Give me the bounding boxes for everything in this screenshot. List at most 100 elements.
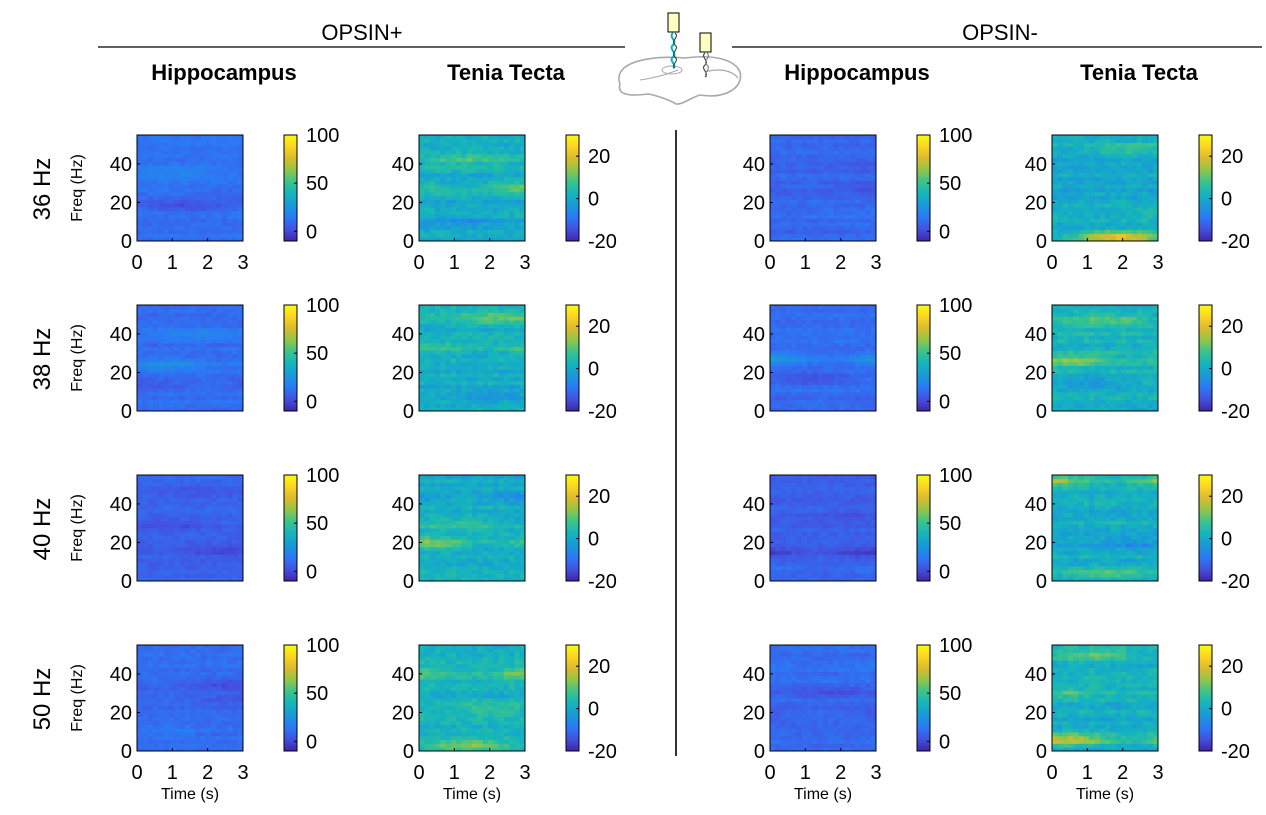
heatmap-cell — [450, 165, 457, 170]
heatmap-cell — [1110, 342, 1116, 348]
heatmap-cell — [1115, 354, 1122, 359]
heatmap-cell — [1089, 365, 1095, 370]
heatmap-cell — [838, 316, 845, 321]
heatmap-cell — [1136, 358, 1143, 363]
heatmap-cell — [482, 331, 489, 336]
heatmap-cell — [152, 222, 159, 227]
heatmap-cell — [158, 535, 164, 540]
heatmap-cell — [1142, 214, 1148, 219]
heatmap-cell — [514, 358, 521, 363]
heatmap-cell — [1062, 365, 1069, 370]
heatmap-cell — [211, 535, 217, 540]
heatmap-cell — [519, 233, 526, 238]
heatmap-cell — [168, 210, 175, 215]
heatmap-cell — [445, 308, 452, 313]
heatmap-cell — [838, 335, 845, 340]
heatmap-cell — [1105, 320, 1111, 325]
heatmap-cell — [434, 218, 441, 223]
heatmap-cell — [211, 146, 217, 151]
heatmap-cell — [195, 573, 201, 578]
heatmap-cell — [163, 308, 170, 313]
heatmap-cell — [801, 376, 808, 382]
heatmap-cell — [440, 157, 446, 162]
heatmap-cell — [487, 225, 494, 231]
heatmap-cell — [419, 323, 425, 329]
heatmap-cell — [1120, 195, 1127, 200]
heatmap-cell — [184, 531, 191, 536]
heatmap-cell — [1136, 392, 1143, 397]
heatmap-cell — [456, 229, 462, 234]
heatmap-cell — [137, 358, 143, 363]
heatmap-cell — [1126, 395, 1132, 401]
heatmap-cell — [440, 346, 446, 351]
heatmap-cell — [1136, 331, 1143, 336]
heatmap-cell — [466, 339, 473, 344]
heatmap-cell — [477, 172, 483, 178]
heatmap-cell — [152, 376, 159, 382]
heatmap-cell — [870, 222, 877, 227]
heatmap-cell — [211, 342, 217, 348]
heatmap-cell — [1115, 392, 1122, 397]
heatmap-cell — [1131, 169, 1138, 174]
heatmap-cell — [163, 543, 170, 548]
heatmap-cell — [221, 531, 228, 536]
heatmap-cell — [807, 210, 813, 215]
heatmap-cell — [221, 305, 228, 310]
heatmap-cell — [142, 369, 148, 374]
heatmap-cell — [498, 399, 505, 404]
heatmap-cell — [477, 233, 483, 238]
colorbar-tick-label: 100 — [939, 125, 972, 147]
heatmap-cell — [152, 392, 159, 397]
heatmap-cell — [168, 524, 175, 529]
heatmap-cell — [1083, 335, 1090, 340]
heatmap-cell — [440, 161, 446, 166]
heatmap-cell — [1073, 403, 1079, 408]
heatmap-cell — [828, 323, 834, 329]
heatmap-cell — [503, 161, 510, 166]
heatmap-cell — [1083, 146, 1090, 151]
heatmap-cell — [775, 135, 781, 140]
x-tick-label: 1 — [167, 252, 178, 274]
heatmap-cell — [168, 531, 175, 536]
heatmap-cell — [179, 546, 186, 552]
heatmap-cell — [1073, 358, 1079, 363]
heatmap-cell — [1094, 206, 1101, 212]
heatmap-cell — [137, 354, 143, 359]
heatmap-cell — [791, 218, 797, 223]
heatmap-cell — [770, 176, 776, 181]
heatmap-cell — [487, 146, 494, 151]
heatmap-cell — [429, 335, 436, 340]
heatmap-cell — [817, 229, 824, 234]
heatmap-cell — [1052, 138, 1058, 143]
heatmap-cell — [174, 388, 180, 393]
heatmap-cell — [147, 395, 154, 401]
heatmap-cell — [865, 323, 872, 329]
heatmap-cell — [174, 350, 180, 355]
heatmap-cell — [450, 203, 457, 208]
heatmap-cell — [823, 305, 829, 310]
heatmap-cell — [434, 233, 441, 238]
heatmap-cell — [854, 191, 861, 196]
heatmap-cell — [844, 342, 850, 348]
heatmap-cell — [487, 210, 494, 215]
heatmap-cell — [163, 172, 170, 178]
heatmap-cell — [1078, 135, 1085, 140]
heatmap-cell — [509, 388, 515, 393]
heatmap-cell — [216, 222, 223, 227]
heatmap-cell — [232, 172, 239, 178]
heatmap-cell — [1115, 380, 1122, 385]
heatmap-cell — [200, 165, 207, 170]
heatmap-cell — [812, 358, 819, 363]
heatmap-cell — [519, 392, 526, 397]
heatmap-cell — [168, 365, 175, 370]
y-tick-label: 0 — [754, 231, 765, 253]
heatmap-cell — [450, 229, 457, 234]
heatmap-cell — [817, 395, 824, 401]
heatmap-cell — [498, 380, 505, 385]
heatmap-cell — [211, 539, 217, 544]
heatmap-cell — [1052, 354, 1058, 359]
heatmap-cell — [838, 150, 845, 155]
heatmap-cell — [775, 376, 781, 382]
heatmap-cell — [466, 203, 473, 208]
heatmap-cell — [785, 210, 792, 215]
